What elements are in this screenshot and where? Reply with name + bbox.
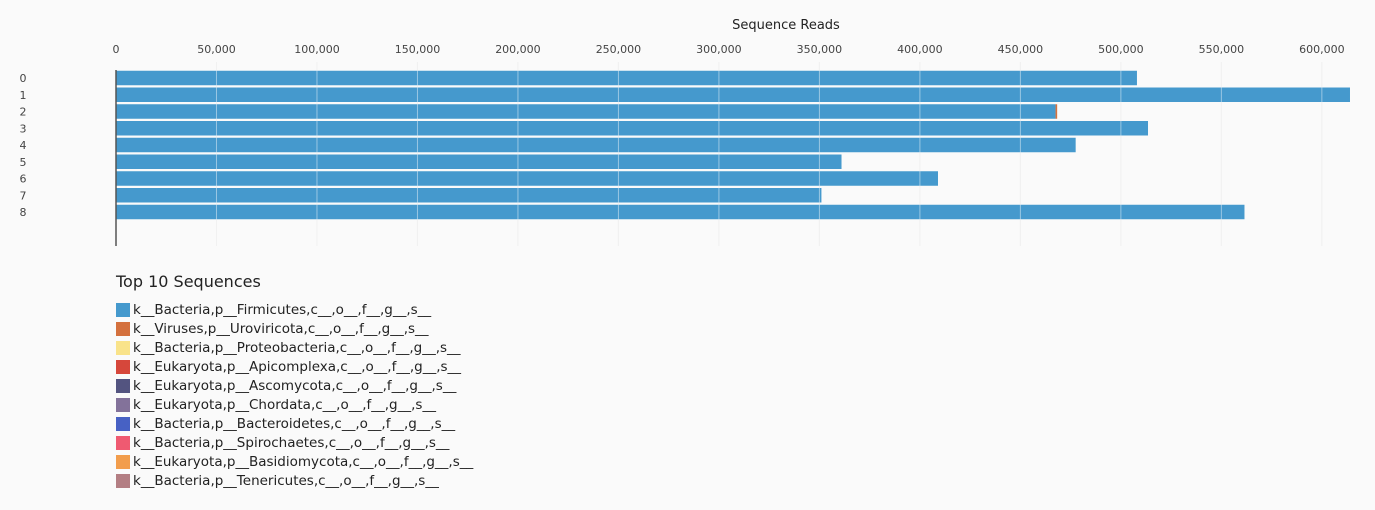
x-tick-label: 100,000 <box>294 43 340 56</box>
y-tick-label: 0 <box>20 72 27 85</box>
legend-swatch <box>116 436 130 451</box>
legend-label: k__Bacteria,p__Bacteroidetes,c__,o__,f__… <box>133 416 456 433</box>
y-tick-label: 7 <box>20 189 27 202</box>
bar-segment[interactable] <box>116 137 1076 153</box>
x-tick-label: 150,000 <box>395 43 441 56</box>
legend-swatch <box>116 417 130 432</box>
legend-label: k__Bacteria,p__Tenericutes,c__,o__,f__,g… <box>133 473 439 490</box>
x-tick-label: 200,000 <box>495 43 541 56</box>
legend-item[interactable]: k__Viruses,p__Uroviricota,c__,o__,f__,g_… <box>116 319 473 338</box>
legend-swatch <box>116 455 130 470</box>
bar-segment[interactable] <box>1055 104 1058 119</box>
x-tick-label: 0 <box>113 43 120 56</box>
legend-item[interactable]: k__Bacteria,p__Bacteroidetes,c__,o__,f__… <box>116 415 473 434</box>
bar-segment[interactable] <box>116 171 938 186</box>
bar-segment[interactable] <box>116 154 842 170</box>
x-tick-label: 600,000 <box>1299 43 1345 56</box>
bar-segment[interactable] <box>116 188 822 203</box>
legend-item[interactable]: k__Eukaryota,p__Chordata,c__,o__,f__,g__… <box>116 395 473 414</box>
y-tick-label: 3 <box>20 122 27 135</box>
legend-label: k__Eukaryota,p__Apicomplexa,c__,o__,f__,… <box>133 358 462 375</box>
bar-segment[interactable] <box>116 87 1350 103</box>
legend-label: k__Bacteria,p__Proteobacteria,c__,o__,f_… <box>133 339 461 356</box>
legend-item[interactable]: k__Eukaryota,p__Apicomplexa,c__,o__,f__,… <box>116 357 473 376</box>
y-tick-label: 6 <box>20 173 27 186</box>
legend-item[interactable]: k__Bacteria,p__Tenericutes,c__,o__,f__,g… <box>116 472 473 491</box>
legend-items: k__Bacteria,p__Firmicutes,c__,o__,f__,g_… <box>116 300 473 491</box>
legend-swatch <box>116 340 130 355</box>
bar-segment[interactable] <box>116 121 1149 136</box>
legend-label: k__Eukaryota,p__Ascomycota,c__,o__,f__,g… <box>133 377 457 394</box>
x-tick-label: 300,000 <box>696 43 742 56</box>
legend-label: k__Bacteria,p__Spirochaetes,c__,o__,f__,… <box>133 435 450 452</box>
legend-swatch <box>116 398 130 413</box>
legend-label: k__Eukaryota,p__Chordata,c__,o__,f__,g__… <box>133 397 436 414</box>
legend-swatch <box>116 302 130 317</box>
y-tick-label: 5 <box>20 156 27 169</box>
bars <box>116 70 1350 220</box>
y-tick-label: 2 <box>20 106 27 119</box>
x-tick-label: 250,000 <box>596 43 642 56</box>
y-tick-label: 4 <box>20 139 27 152</box>
gridlines-overlay <box>215 62 1323 246</box>
legend-item[interactable]: k__Bacteria,p__Proteobacteria,c__,o__,f_… <box>116 338 473 357</box>
x-tick-label: 450,000 <box>998 43 1044 56</box>
bar-segment[interactable] <box>116 70 1137 86</box>
legend-item[interactable]: k__Bacteria,p__Firmicutes,c__,o__,f__,g_… <box>116 300 473 319</box>
x-tick-label: 500,000 <box>1098 43 1144 56</box>
y-axis-ticks: 0 1 2 3 4 5 6 7 8 <box>20 72 27 219</box>
legend-label: k__Eukaryota,p__Basidiomycota,c__,o__,f_… <box>133 454 474 471</box>
x-tick-label: 350,000 <box>797 43 843 56</box>
bar-chart: Sequence Reads 0 50,000 100,000 150,000 200,… <box>20 18 1350 246</box>
legend-swatch <box>116 321 130 336</box>
legend-item[interactable]: k__Eukaryota,p__Basidiomycota,c__,o__,f_… <box>116 453 473 472</box>
legend-item[interactable]: k__Bacteria,p__Spirochaetes,c__,o__,f__,… <box>116 434 473 453</box>
y-tick-label: 8 <box>20 206 27 219</box>
legend-title: Top 10 Sequences <box>116 272 261 291</box>
legend-item[interactable]: k__Eukaryota,p__Ascomycota,c__,o__,f__,g… <box>116 376 473 395</box>
x-tick-label: 550,000 <box>1199 43 1245 56</box>
legend-label: k__Bacteria,p__Firmicutes,c__,o__,f__,g_… <box>133 301 432 318</box>
legend: Top 10 Sequences k__Bacteria,p__Firmicut… <box>116 272 473 491</box>
x-axis-ticks: 0 50,000 100,000 150,000 200,000 250,000 300,0… <box>113 43 1345 56</box>
legend-swatch <box>116 474 130 489</box>
legend-swatch <box>116 378 130 393</box>
x-tick-label: 50,000 <box>197 43 236 56</box>
bar-segment[interactable] <box>116 104 1056 119</box>
legend-swatch <box>116 359 130 374</box>
x-tick-label: 400,000 <box>897 43 943 56</box>
y-tick-label: 1 <box>20 89 27 102</box>
legend-label: k__Viruses,p__Uroviricota,c__,o__,f__,g_… <box>133 320 429 337</box>
x-axis-title: Sequence Reads <box>732 18 840 33</box>
bar-segment[interactable] <box>116 204 1245 220</box>
